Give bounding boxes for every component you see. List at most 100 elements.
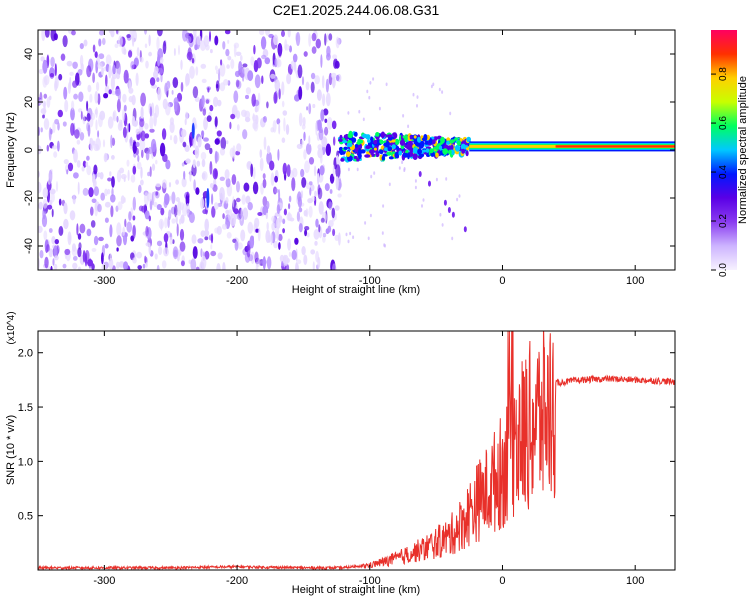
spectrogram-y-ticks: -40 -20 0 20 40 bbox=[23, 48, 675, 254]
noise-cell bbox=[72, 80, 78, 88]
noise-cell bbox=[92, 173, 96, 184]
noise-cell bbox=[138, 184, 142, 194]
signal-cell bbox=[446, 140, 450, 145]
noise-cell bbox=[276, 118, 281, 125]
noise-cell bbox=[296, 259, 302, 265]
noise-cell bbox=[171, 90, 174, 95]
noise-cell bbox=[62, 35, 68, 48]
noise-cell bbox=[42, 59, 48, 74]
noise-cell bbox=[301, 76, 305, 86]
noise-cell bbox=[94, 51, 98, 58]
noise-cell bbox=[296, 211, 300, 222]
noise-cell bbox=[63, 218, 69, 230]
noise-cell bbox=[148, 215, 151, 222]
noise-cell bbox=[48, 248, 53, 258]
noise-cell bbox=[195, 187, 200, 195]
noise-cell bbox=[101, 67, 104, 76]
noise-cell bbox=[304, 160, 310, 174]
noise-cell bbox=[156, 77, 160, 82]
noise-cell bbox=[144, 210, 150, 220]
noise-cell bbox=[203, 116, 208, 131]
noise-cell bbox=[121, 108, 126, 122]
noise-cell bbox=[266, 222, 269, 231]
noise-cell bbox=[244, 116, 251, 123]
signal-cell bbox=[340, 158, 345, 162]
noise-cell bbox=[132, 196, 136, 211]
sparse-cell bbox=[438, 87, 441, 92]
noise-cell bbox=[201, 159, 206, 168]
y-tick-label: 1.0 bbox=[18, 456, 33, 468]
noise-cell bbox=[210, 250, 217, 257]
noise-cell bbox=[117, 88, 122, 102]
noise-cell bbox=[123, 104, 127, 112]
noise-cell bbox=[164, 217, 168, 229]
noise-cell bbox=[303, 149, 307, 160]
noise-cell bbox=[49, 73, 55, 78]
noise-cell bbox=[72, 61, 78, 69]
noise-cell bbox=[63, 86, 68, 100]
noise-cell bbox=[204, 236, 209, 241]
noise-cell bbox=[62, 121, 67, 127]
noise-cell bbox=[291, 249, 297, 261]
noise-cell bbox=[42, 114, 45, 119]
noise-cell bbox=[116, 62, 122, 76]
noise-cell bbox=[80, 110, 83, 120]
noise-cell bbox=[324, 118, 328, 124]
noise-cell bbox=[50, 265, 53, 270]
noise-cell bbox=[179, 241, 186, 252]
noise-cell bbox=[274, 188, 279, 193]
noise-cell bbox=[281, 30, 285, 37]
x-tick-label: -200 bbox=[226, 575, 248, 587]
noise-cell bbox=[130, 174, 136, 183]
noise-cell bbox=[322, 232, 327, 238]
noise-cell bbox=[184, 118, 187, 126]
signal-cell bbox=[402, 135, 407, 139]
noise-cell bbox=[73, 93, 78, 100]
noise-cell bbox=[161, 260, 167, 269]
noise-cell bbox=[173, 97, 179, 106]
noise-cell bbox=[172, 246, 179, 260]
colorbar-tick-label: 0.6 bbox=[718, 116, 729, 130]
noise-cell bbox=[131, 30, 137, 43]
noise-cell bbox=[165, 159, 171, 170]
sparse-cell bbox=[366, 89, 369, 94]
sparse-cell bbox=[358, 109, 361, 114]
signal-cell bbox=[373, 139, 378, 145]
noise-cell bbox=[272, 120, 277, 133]
noise-cell bbox=[163, 233, 169, 243]
noise-cell bbox=[303, 210, 308, 217]
noise-cell bbox=[54, 80, 58, 92]
noise-cell bbox=[175, 215, 178, 225]
y-tick-label: 20 bbox=[23, 96, 35, 108]
noise-cell bbox=[226, 140, 229, 145]
noise-cell bbox=[304, 229, 308, 237]
noise-cell bbox=[73, 172, 79, 179]
noise-cell bbox=[259, 149, 263, 158]
noise-cell bbox=[84, 250, 90, 261]
noise-cell bbox=[278, 233, 283, 242]
noise-cell bbox=[175, 197, 180, 202]
signal-cell bbox=[345, 151, 351, 158]
noise-cell bbox=[184, 145, 190, 152]
noise-cell bbox=[326, 33, 329, 43]
noise-cell bbox=[211, 193, 214, 205]
noise-cell bbox=[332, 164, 335, 177]
noise-cell bbox=[230, 113, 236, 120]
noise-cell bbox=[317, 172, 320, 185]
noise-cell bbox=[327, 117, 333, 130]
noise-cell bbox=[103, 93, 109, 99]
noise-cell bbox=[171, 218, 176, 224]
noise-cell bbox=[90, 206, 94, 216]
noise-cell bbox=[144, 255, 147, 264]
noise-cell bbox=[90, 220, 96, 228]
noise-cell bbox=[123, 261, 129, 270]
noise-cell bbox=[229, 121, 232, 130]
noise-cell bbox=[249, 235, 255, 249]
noise-cell bbox=[274, 175, 278, 183]
snr-background bbox=[38, 331, 675, 570]
noise-cell bbox=[156, 36, 160, 51]
noise-cell bbox=[206, 115, 212, 122]
signal-cell bbox=[386, 134, 393, 138]
noise-cell bbox=[145, 225, 149, 237]
noise-cell bbox=[232, 145, 236, 159]
